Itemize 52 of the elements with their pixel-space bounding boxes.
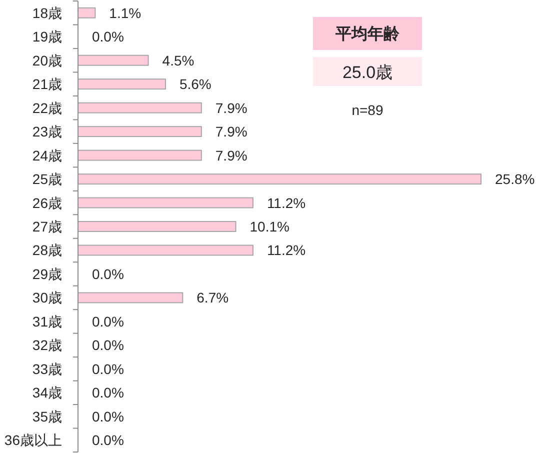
data-label: 7.9% xyxy=(215,124,248,140)
y-tick-label: 25歳 xyxy=(32,171,62,188)
bar xyxy=(78,197,254,208)
bar xyxy=(78,292,184,304)
data-label: 4.5% xyxy=(162,52,194,68)
y-tick-label: 20歳 xyxy=(32,52,62,68)
data-label: 0.0% xyxy=(92,384,124,401)
y-tick-label: 31歳 xyxy=(32,313,62,330)
annotation: 平均年齢 xyxy=(334,25,400,43)
data-label: 0.0% xyxy=(92,266,124,282)
bar xyxy=(78,102,202,114)
y-tick-label: 21歳 xyxy=(32,76,62,92)
data-label: 0.0% xyxy=(92,432,124,448)
data-label: 25.8% xyxy=(495,171,535,188)
y-tick-label: 18歳 xyxy=(32,4,62,21)
data-label: 11.2% xyxy=(266,242,306,258)
y-tick-label: 35歳 xyxy=(32,408,62,424)
y-tick-label: 28歳 xyxy=(32,242,62,258)
data-label: 0.0% xyxy=(92,337,124,354)
bar xyxy=(78,174,482,185)
y-tick-label: 30歳 xyxy=(32,290,62,306)
bar xyxy=(78,126,202,138)
bar xyxy=(78,7,96,18)
data-label: 6.7% xyxy=(196,290,229,306)
bar xyxy=(78,244,254,256)
y-tick-label: 32歳 xyxy=(32,337,62,354)
y-tick-label: 24歳 xyxy=(32,147,62,164)
y-tick-label: 26歳 xyxy=(32,194,62,211)
y-tick-label: 33歳 xyxy=(32,360,62,377)
data-label: 7.9% xyxy=(215,147,248,164)
bar xyxy=(78,221,236,232)
data-label: 0.0% xyxy=(92,408,124,424)
y-tick-label: 34歳 xyxy=(32,384,62,401)
bar xyxy=(78,54,149,66)
data-label: 0.0% xyxy=(92,28,124,45)
y-tick-label: 29歳 xyxy=(32,266,62,282)
annotation: n=89 xyxy=(352,102,384,118)
data-label: 1.1% xyxy=(109,4,142,21)
data-label: 5.6% xyxy=(179,76,212,92)
y-tick-label: 19歳 xyxy=(32,28,62,45)
data-label: 0.0% xyxy=(92,360,124,377)
y-tick-label: 36歳以上 xyxy=(4,432,62,448)
data-label: 11.2% xyxy=(266,194,306,211)
y-tick-label: 22歳 xyxy=(32,100,62,116)
y-tick-label: 23歳 xyxy=(32,124,62,140)
data-label: 10.1% xyxy=(250,218,290,234)
data-label: 7.9% xyxy=(215,100,248,116)
bar xyxy=(78,78,166,90)
data-label: 0.0% xyxy=(92,313,124,330)
y-tick-label: 27歳 xyxy=(32,218,62,234)
bar xyxy=(78,150,202,161)
annotation: 25.0歳 xyxy=(342,63,393,82)
